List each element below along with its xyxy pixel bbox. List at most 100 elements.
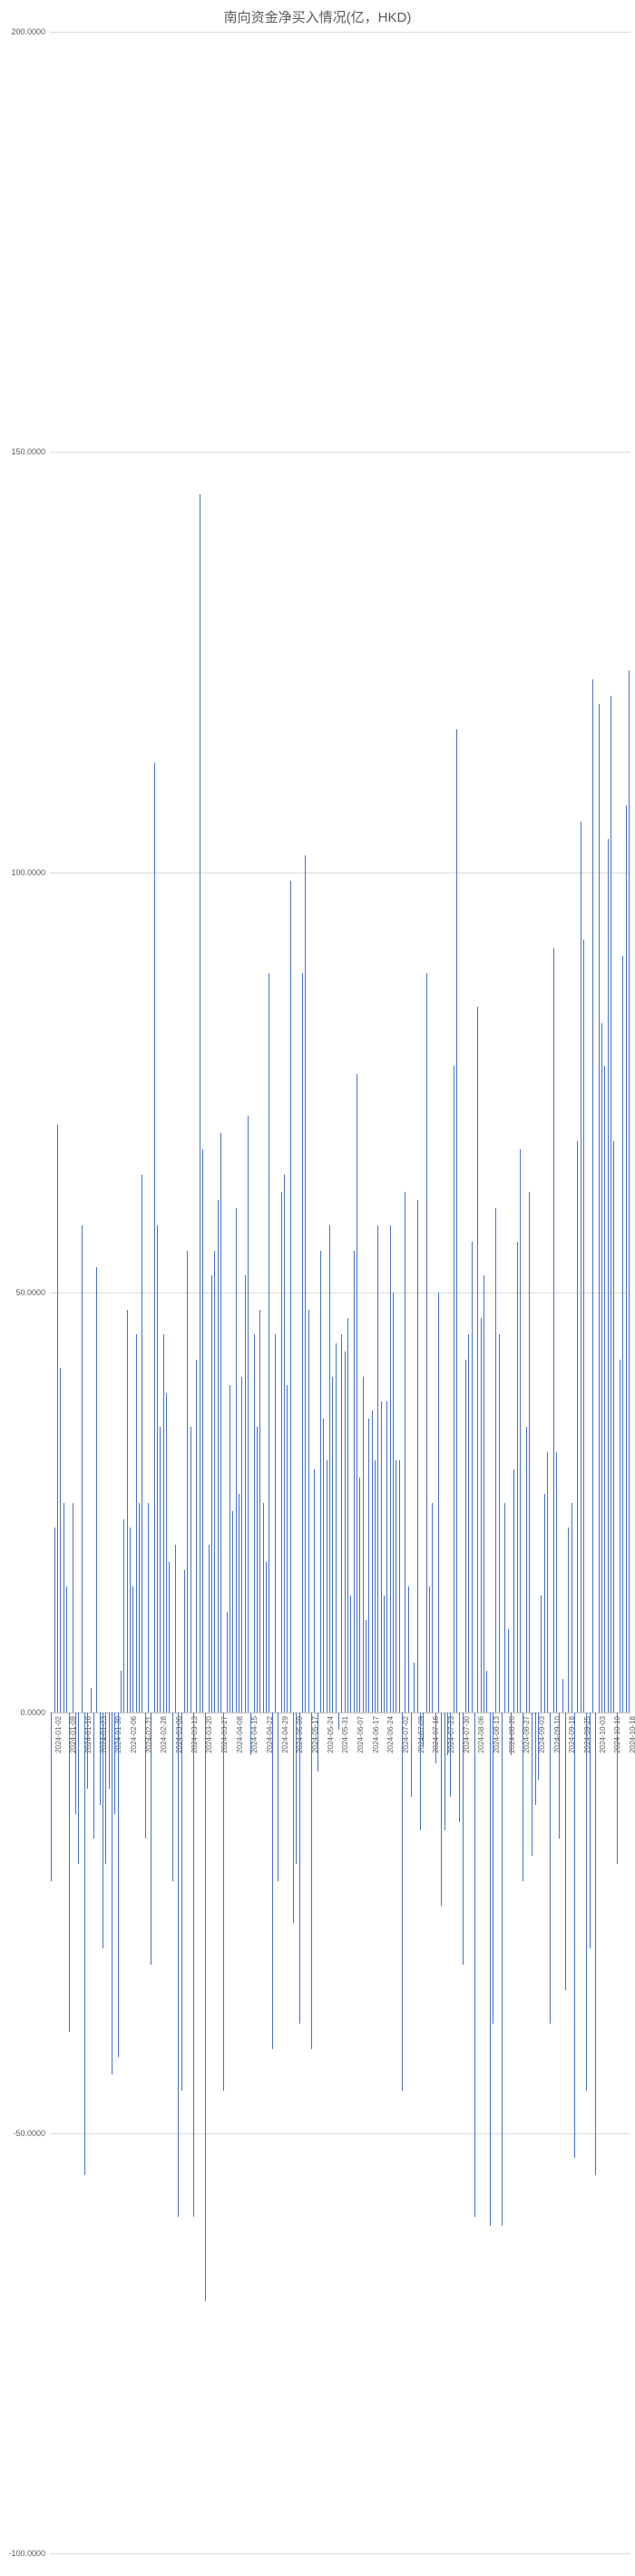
x-tick-label: 2024-04-29 bbox=[281, 1716, 289, 1753]
gridline bbox=[50, 2553, 630, 2554]
bar bbox=[272, 1712, 273, 2049]
bar bbox=[592, 679, 593, 1713]
bar bbox=[205, 1712, 206, 2301]
bar bbox=[565, 1712, 566, 1990]
bar bbox=[293, 1712, 294, 1923]
bar bbox=[132, 1586, 133, 1712]
bar bbox=[220, 1133, 221, 1712]
bar bbox=[338, 1712, 339, 1730]
x-tick-label: 2024-07-23 bbox=[447, 1716, 455, 1753]
bar bbox=[157, 1225, 158, 1712]
bar bbox=[314, 1469, 315, 1713]
bar bbox=[332, 1377, 333, 1713]
bar bbox=[481, 1318, 482, 1713]
bar bbox=[529, 1192, 530, 1713]
bar bbox=[214, 1251, 215, 1713]
bar bbox=[544, 1494, 545, 1712]
bar bbox=[127, 1310, 128, 1713]
x-tick-label: 2024-10-18 bbox=[629, 1716, 635, 1753]
x-tick-label: 2024-05-17 bbox=[311, 1716, 319, 1753]
bar bbox=[372, 1410, 373, 1713]
bar bbox=[187, 1251, 188, 1713]
bar bbox=[341, 1334, 342, 1712]
bar bbox=[508, 1629, 509, 1713]
bar bbox=[438, 1293, 439, 1712]
bar bbox=[245, 1275, 246, 1712]
bar bbox=[51, 1712, 52, 1880]
bar bbox=[259, 1310, 260, 1713]
y-tick-label: 50.0000 bbox=[0, 1288, 45, 1297]
bar bbox=[354, 1251, 355, 1713]
bar bbox=[93, 1712, 94, 1839]
bar bbox=[121, 1671, 122, 1712]
bar bbox=[323, 1419, 324, 1712]
bar bbox=[486, 1671, 487, 1712]
bar bbox=[513, 1469, 514, 1713]
bar bbox=[393, 1293, 394, 1712]
bar bbox=[468, 1334, 469, 1712]
x-tick-label: 2024-09-18 bbox=[568, 1716, 576, 1753]
bar bbox=[375, 1460, 376, 1712]
bar bbox=[547, 1452, 548, 1712]
bar bbox=[556, 1452, 557, 1712]
bar bbox=[350, 1595, 351, 1713]
bar bbox=[586, 1712, 587, 2091]
bar bbox=[284, 1175, 285, 1712]
bar bbox=[381, 1401, 382, 1712]
bar bbox=[196, 1360, 197, 1712]
bar bbox=[184, 1570, 185, 1713]
x-tick-label: 2024-05-31 bbox=[341, 1716, 349, 1753]
bar bbox=[386, 1401, 387, 1712]
bar bbox=[408, 1586, 409, 1712]
bar bbox=[181, 1712, 182, 2091]
bar bbox=[577, 1141, 578, 1712]
bar bbox=[169, 1562, 170, 1713]
bar bbox=[209, 1545, 210, 1712]
bar bbox=[118, 1712, 119, 2057]
bar bbox=[211, 1275, 212, 1712]
bar bbox=[227, 1612, 228, 1712]
bar bbox=[456, 729, 457, 1712]
bar bbox=[166, 1393, 167, 1712]
x-tick-label: 2024-06-24 bbox=[386, 1716, 395, 1753]
bar bbox=[472, 1242, 473, 1712]
bar bbox=[254, 1334, 255, 1712]
x-tick-label: 2024-08-20 bbox=[508, 1716, 516, 1753]
bar bbox=[432, 1503, 433, 1713]
x-tick-label: 2024-03-27 bbox=[220, 1716, 229, 1753]
bar bbox=[66, 1586, 67, 1712]
bar bbox=[399, 1460, 400, 1712]
bar bbox=[202, 1149, 203, 1712]
bar bbox=[163, 1334, 164, 1712]
bar bbox=[241, 1377, 242, 1713]
y-tick-label: -100.0000 bbox=[0, 2549, 45, 2558]
y-tick-label: 150.0000 bbox=[0, 447, 45, 456]
bar bbox=[562, 1679, 563, 1712]
x-tick-label: 2024-08-27 bbox=[523, 1716, 531, 1753]
y-tick-label: 200.0000 bbox=[0, 27, 45, 36]
x-tick-label: 2024-03-20 bbox=[205, 1716, 213, 1753]
bar bbox=[223, 1712, 224, 2091]
bar bbox=[266, 1562, 267, 1713]
bar bbox=[123, 1519, 124, 1712]
bar bbox=[474, 1712, 475, 2217]
x-tick-label: 2024-02-06 bbox=[130, 1716, 138, 1753]
bar bbox=[359, 1478, 360, 1712]
x-tick-label: 2024-01-02 bbox=[54, 1716, 63, 1753]
bar bbox=[275, 1334, 276, 1712]
bar bbox=[281, 1192, 282, 1713]
bar bbox=[517, 1242, 518, 1712]
x-tick-label: 2024-07-30 bbox=[463, 1716, 471, 1753]
x-tick-label: 2024-10-10 bbox=[613, 1716, 621, 1753]
bar bbox=[541, 1595, 542, 1713]
bar bbox=[311, 1712, 312, 2049]
bar bbox=[583, 940, 584, 1713]
x-tick-label: 2024-04-08 bbox=[236, 1716, 244, 1753]
bar bbox=[601, 1023, 602, 1712]
bar bbox=[520, 1149, 521, 1712]
bar bbox=[193, 1712, 194, 2217]
bar bbox=[109, 1712, 110, 1788]
bar bbox=[626, 805, 627, 1713]
bar bbox=[154, 763, 155, 1712]
bar bbox=[336, 1343, 337, 1713]
